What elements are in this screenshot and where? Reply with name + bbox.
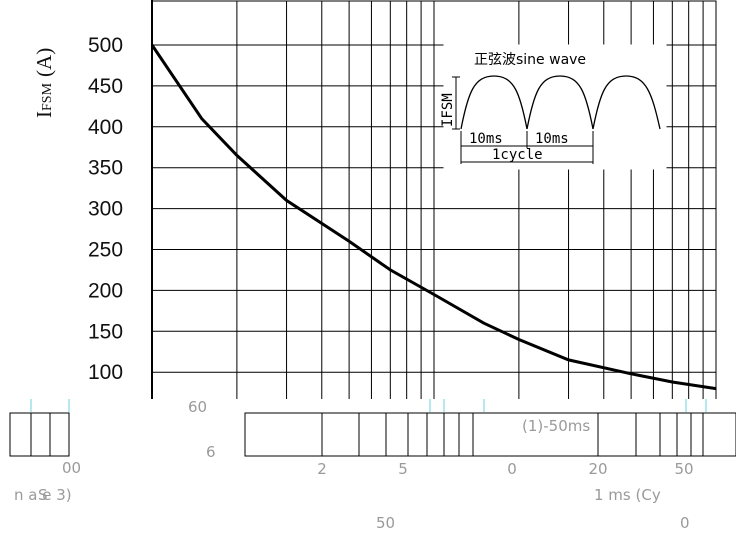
left-scale-box bbox=[9, 412, 70, 457]
faded-text-0: 0 bbox=[680, 514, 690, 532]
inset-half-period-label-2: 10ms bbox=[535, 131, 569, 147]
faded-text-50ms: (1)-50ms bbox=[522, 417, 590, 435]
y-tick-label-250: 250 bbox=[88, 239, 123, 262]
faded-text-00: 00 bbox=[62, 459, 81, 477]
inset-amplitude-label: IFSM bbox=[440, 93, 456, 127]
right-scale-box bbox=[244, 412, 736, 457]
y-axis-label-main: I bbox=[32, 111, 56, 118]
inset-title: 正弦波sine wave bbox=[474, 52, 586, 68]
x-tick-label-2: 0 bbox=[507, 460, 517, 478]
y-axis-label-unit: (A) bbox=[32, 48, 56, 77]
y-tick-label-200: 200 bbox=[88, 279, 123, 302]
y-tick-label-400: 400 bbox=[88, 116, 123, 139]
sine-wave-inset: 正弦波sine wave IFSM 10ms 10ms 1cycle bbox=[440, 44, 667, 170]
y-axis-label: IFSM (A) bbox=[32, 48, 56, 118]
faded-text-50: 50 bbox=[376, 514, 395, 532]
y-tick-labels: 500 450 400 350 300 250 200 150 100 bbox=[88, 34, 123, 384]
faded-text-60: 60 bbox=[188, 398, 207, 416]
y-tick-label-300: 300 bbox=[88, 198, 123, 221]
faded-text-cy: 1 ms (Cy bbox=[594, 486, 661, 504]
svg-text:IFSM(A): IFSM (A) bbox=[32, 48, 56, 118]
y-tick-label-500: 500 bbox=[88, 34, 123, 57]
inset-cycle-label: 1cycle bbox=[492, 147, 543, 163]
x-tick-label-3: 20 bbox=[588, 460, 607, 478]
y-axis-label-sub: FSM bbox=[40, 82, 55, 111]
x-tick-labels: 2 5 0 20 50 bbox=[317, 460, 693, 478]
x-tick-label-4: 50 bbox=[674, 460, 693, 478]
inset-half-period-label-1: 10ms bbox=[469, 131, 503, 147]
lower-axis-region: 2 5 0 20 50 60 6 1 ms (Cy 00 S n a e 3) (1)-… bbox=[0, 398, 736, 544]
surge-curve bbox=[150, 44, 717, 391]
y-tick-label-350: 350 bbox=[88, 157, 123, 180]
x-tick-label-0: 2 bbox=[317, 460, 327, 478]
inset-half-wave-2 bbox=[526, 75, 594, 130]
inset-half-wave-3 bbox=[592, 75, 661, 130]
faded-text-nae: n a e 3) bbox=[14, 486, 72, 504]
faded-text-6: 6 bbox=[206, 443, 216, 461]
y-tick-label-150: 150 bbox=[88, 320, 123, 343]
faded-text-s: S bbox=[38, 486, 48, 504]
y-tick-label-100: 100 bbox=[88, 361, 123, 384]
x-tick-label-1: 5 bbox=[398, 460, 408, 478]
y-tick-label-450: 450 bbox=[88, 75, 123, 98]
inset-half-wave-1 bbox=[460, 75, 528, 130]
